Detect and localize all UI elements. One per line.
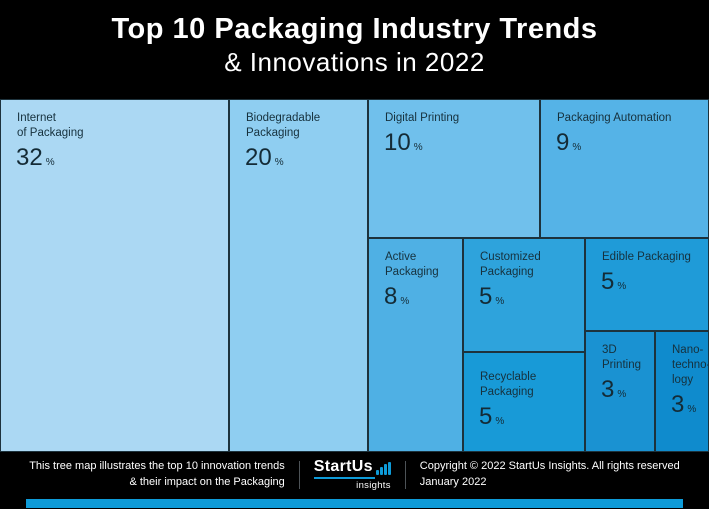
cell-label: Digital Printing — [385, 112, 460, 124]
logo-underline — [313, 477, 375, 479]
cell-value: 5 — [601, 267, 615, 295]
treemap-cell-nano-technology: Nano- techno- logy 3% — [655, 331, 709, 452]
cell-label: Active Packaging — [385, 251, 439, 278]
percent-sign: % — [495, 295, 505, 307]
percent-sign: % — [274, 156, 284, 168]
cell-value: 3 — [601, 375, 615, 403]
treemap-chart: Internet of Packaging 32% Biodegradable … — [0, 99, 709, 452]
cell-label: Customized Packaging — [480, 251, 541, 278]
cell-value: 5 — [479, 282, 493, 310]
logo-sub-text: insights — [356, 480, 391, 491]
cell-label: Biodegradable Packaging — [246, 112, 321, 139]
cell-value: 8 — [384, 282, 398, 310]
percent-sign: % — [400, 295, 410, 307]
cell-label: Nano- techno- logy — [672, 344, 709, 386]
cell-label: Edible Packaging — [602, 251, 691, 263]
treemap-cell-edible-packaging: Edible Packaging 5% — [585, 238, 709, 331]
treemap-cell-biodegradable-packaging: Biodegradable Packaging 20% — [229, 99, 368, 452]
treemap-cell-recyclable-packaging: Recyclable Packaging 5% — [463, 352, 585, 452]
treemap-cell-internet-of-packaging: Internet of Packaging 32% — [0, 99, 229, 452]
footer-caption-line1: This tree map illustrates the top 10 inn… — [29, 460, 285, 473]
page-title: Top 10 Packaging Industry Trends — [111, 13, 598, 45]
cell-label: Recyclable Packaging — [480, 371, 537, 398]
startus-logo: StartUs insights — [313, 458, 391, 491]
percent-sign: % — [45, 156, 55, 168]
percent-sign: % — [617, 388, 627, 400]
cell-label: Packaging Automation — [557, 112, 672, 124]
divider — [298, 461, 300, 489]
percent-sign: % — [413, 141, 423, 153]
copyright-line1: Copyright © 2022 StartUs Insights. All r… — [419, 460, 680, 473]
logo-brand-text: StartUs — [313, 458, 373, 475]
footer-content: This tree map illustrates the top 10 inn… — [0, 452, 709, 498]
treemap-cell-active-packaging: Active Packaging 8% — [368, 238, 463, 452]
accent-bottom-bar — [26, 499, 683, 508]
percent-sign: % — [495, 415, 505, 427]
percent-sign: % — [617, 280, 627, 292]
cell-label: Internet of Packaging — [17, 112, 84, 139]
bar-chart-icon — [375, 462, 391, 475]
treemap-cell-3d-printing: 3D Printing 3% — [585, 331, 655, 452]
treemap-cell-digital-printing: Digital Printing 10% — [368, 99, 540, 238]
cell-value: 32 — [16, 143, 43, 171]
percent-sign: % — [572, 141, 582, 153]
cell-value: 3 — [671, 390, 685, 418]
header: Top 10 Packaging Industry Trends & Innov… — [0, 0, 709, 99]
footer-copyright: Copyright © 2022 StartUs Insights. All r… — [420, 459, 680, 491]
cell-value: 9 — [556, 128, 570, 156]
footer-caption: This tree map illustrates the top 10 inn… — [29, 459, 285, 491]
percent-sign: % — [687, 403, 697, 415]
footer: This tree map illustrates the top 10 inn… — [0, 452, 709, 509]
treemap-cell-customized-packaging: Customized Packaging 5% — [463, 238, 585, 352]
divider — [404, 461, 406, 489]
cell-label: 3D Printing — [602, 344, 641, 371]
footer-caption-line2: & their impact on the Packaging — [129, 476, 285, 488]
cell-value: 5 — [479, 402, 493, 430]
treemap-cell-packaging-automation: Packaging Automation 9% — [540, 99, 709, 238]
page-subtitle: & Innovations in 2022 — [224, 47, 485, 78]
cell-value: 20 — [245, 143, 272, 171]
copyright-line2: January 2022 — [419, 476, 487, 488]
cell-value: 10 — [384, 128, 411, 156]
